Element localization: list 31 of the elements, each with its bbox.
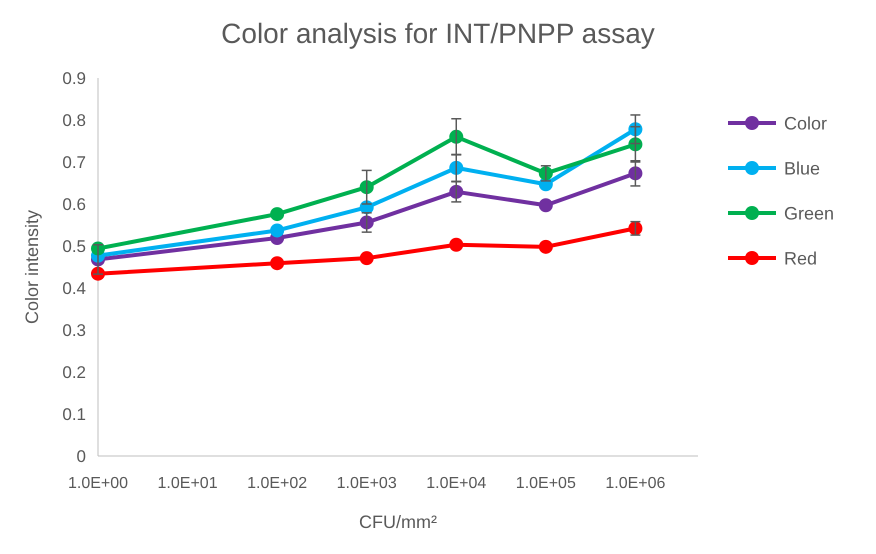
y-tick-label: 0.5 [62,236,86,256]
y-tick-label: 0.4 [62,278,86,298]
y-tick-label: 0.2 [62,362,86,382]
point [538,198,553,212]
y-tick-label: 0.8 [62,110,86,130]
point [538,240,553,254]
point [270,223,284,238]
point [270,207,284,222]
point [270,256,284,270]
x-tick-label: 1.0E+04 [426,475,486,492]
y-tick-label: 0 [76,446,86,466]
x-tick-label: 1.0E+02 [247,475,308,492]
legend-label: Blue [784,158,820,178]
x-tick-label: 1.0E+05 [516,475,576,492]
chart-title: Color analysis for INT/PNPP assay [221,18,655,49]
y-tick-label: 0.9 [62,68,86,88]
y-tick-label: 0.6 [62,194,86,214]
legend-label: Green [784,203,834,224]
y-tick-label: 0.1 [62,404,86,424]
y-tick-label: 0.3 [62,320,86,340]
legend-label: Red [784,248,818,268]
y-axis-title: Color intensity [22,210,42,324]
y-tick-label: 0.7 [62,152,86,172]
x-tick-label: 1.0E+06 [605,475,666,492]
legend-label: Color [784,113,828,134]
x-axis-title: CFU/mm² [359,512,437,532]
x-tick-label: 1.0E+00 [68,475,128,492]
x-tick-label: 1.0E+01 [158,475,218,492]
x-tick-label: 1.0E+03 [336,475,397,492]
point [360,251,374,266]
point [449,238,464,252]
